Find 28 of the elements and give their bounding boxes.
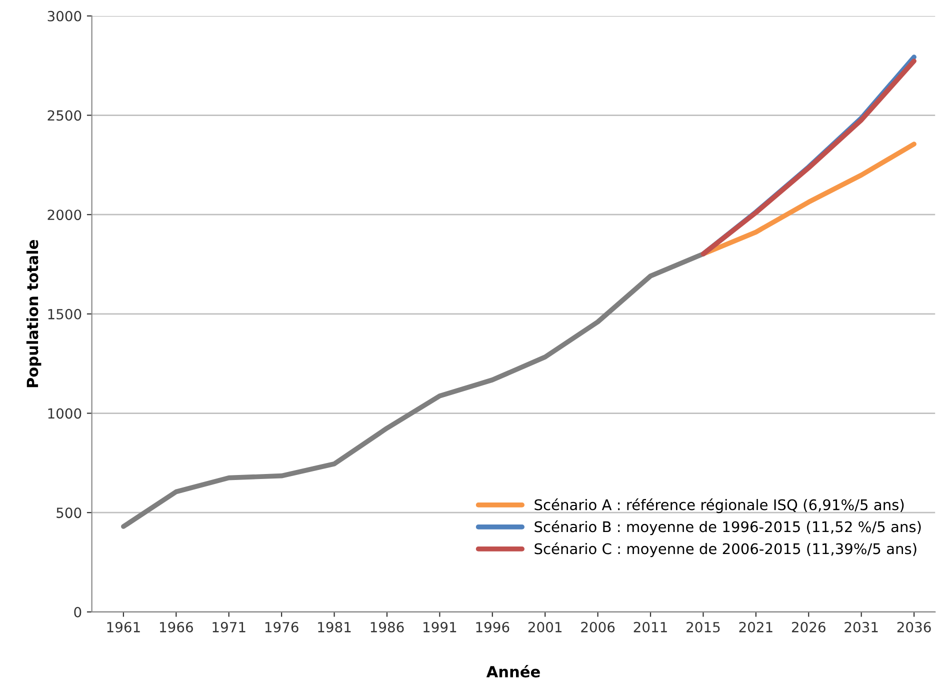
y-tick-label: 1500 [48, 308, 82, 320]
legend-label: Scénario B : moyenne de 1996-2015 (11,52 %/5 ans) [534, 520, 921, 536]
legend-label: Scénario A : référence régionale ISQ (6,91%/5 ans) [534, 498, 904, 514]
x-tick-label: 1981 [318, 622, 351, 632]
x-tick-label: 1986 [370, 622, 404, 632]
y-axis-title: Population totale [26, 240, 42, 388]
x-tick-label: 1996 [476, 622, 510, 632]
x-tick-label: 2031 [844, 622, 878, 632]
x-axis-title: Année [486, 665, 540, 678]
y-tick-label: 1000 [48, 408, 82, 419]
y-tick-label: 2000 [48, 210, 82, 220]
y-tick-label: 2500 [48, 110, 82, 121]
x-tick-label: 2011 [634, 622, 667, 632]
x-tick-label: 2001 [528, 622, 562, 632]
x-tick-label: 1991 [424, 622, 456, 632]
y-tick-label: 0 [74, 606, 82, 618]
x-tick-label: 2006 [581, 622, 615, 632]
x-tick-label: 1971 [212, 622, 246, 632]
x-tick-label: 2021 [739, 622, 772, 632]
x-tick-label: 2036 [897, 622, 931, 632]
x-tick-label: 1966 [160, 622, 193, 632]
y-tick-label: 3000 [48, 10, 82, 22]
y-tick-label: 500 [56, 508, 82, 518]
legend-label: Scénario C : moyenne de 2006-2015 (11,39%/5 ans) [534, 542, 916, 558]
x-tick-label: 2015 [686, 622, 720, 632]
x-tick-label: 1961 [107, 622, 140, 632]
x-tick-label: 2026 [792, 622, 826, 632]
x-tick-label: 1976 [265, 622, 298, 632]
